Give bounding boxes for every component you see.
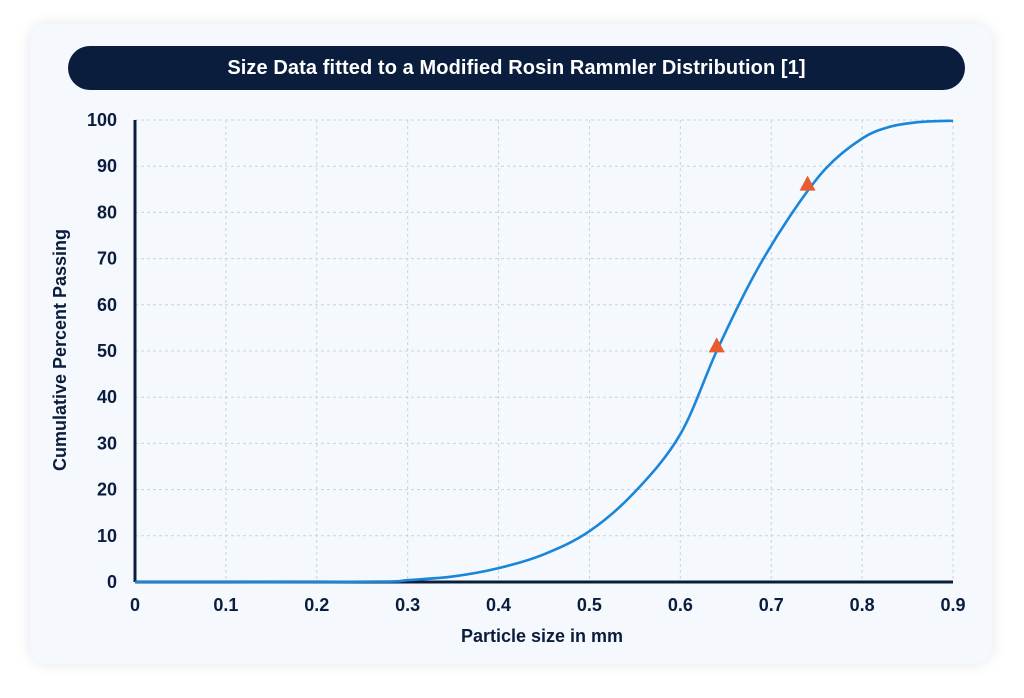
y-tick-labels: 0 10 20 30 40 50 60 70 80 90 100 [87,110,117,592]
y-tick-label: 90 [97,156,117,176]
x-axis-label: Particle size in mm [461,626,623,646]
x-tick-labels: 0 0.1 0.2 0.3 0.4 0.5 0.6 0.7 0.8 0.9 [130,595,966,615]
triangle-marker [708,337,725,353]
x-tick-label: 0 [130,595,140,615]
y-axis-label: Cumulative Percent Passing [50,229,70,471]
x-tick-label: 0.6 [668,595,693,615]
series-layer [134,119,954,584]
y-tick-label: 70 [97,249,117,269]
x-tick-label: 0.7 [759,595,784,615]
y-tick-label: 10 [97,526,117,546]
series-line [134,119,954,584]
chart-card [30,24,992,664]
x-tick-label: 0.2 [304,595,329,615]
y-tick-label: 40 [97,387,117,407]
grid-lines [135,119,954,582]
x-tick-label: 0.1 [213,595,238,615]
chart-title: Size Data fitted to a Modified Rosin Ram… [227,56,806,79]
x-tick-label: 0.5 [577,595,602,615]
x-tick-label: 0.9 [940,595,965,615]
y-tick-label: 30 [97,433,117,453]
x-tick-label: 0.8 [850,595,875,615]
y-tick-label: 0 [107,572,117,592]
y-tick-label: 20 [97,480,117,500]
x-tick-label: 0.3 [395,595,420,615]
y-tick-label: 60 [97,295,117,315]
chart-title-bar: Size Data fitted to a Modified Rosin Ram… [68,46,965,90]
y-tick-label: 80 [97,202,117,222]
y-tick-label: 100 [87,110,117,130]
triangle-marker [799,175,816,191]
y-tick-label: 50 [97,341,117,361]
x-tick-label: 0.4 [486,595,511,615]
